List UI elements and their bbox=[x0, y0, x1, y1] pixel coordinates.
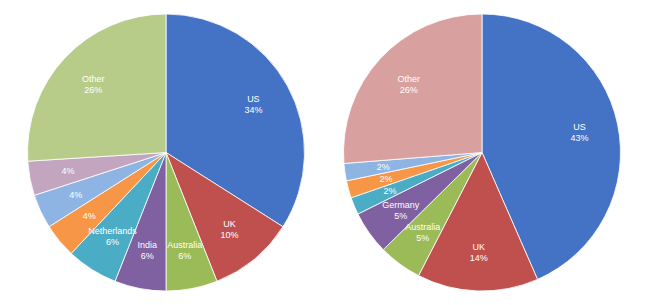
svg-text:4%: 4% bbox=[83, 211, 96, 221]
svg-text:2%: 2% bbox=[384, 186, 397, 196]
svg-text:Australia6%: Australia6% bbox=[167, 240, 202, 261]
svg-text:Netherlands6%: Netherlands6% bbox=[88, 226, 137, 247]
svg-text:2%: 2% bbox=[377, 162, 390, 172]
svg-text:Australia5%: Australia5% bbox=[405, 222, 440, 243]
svg-text:Other26%: Other26% bbox=[82, 74, 105, 95]
svg-text:4%: 4% bbox=[62, 166, 75, 176]
svg-text:Germany5%: Germany5% bbox=[382, 200, 420, 221]
svg-text:India6%: India6% bbox=[138, 240, 158, 261]
svg-text:4%: 4% bbox=[69, 190, 82, 200]
svg-text:US43%: US43% bbox=[571, 122, 589, 143]
svg-text:UK10%: UK10% bbox=[221, 219, 239, 240]
svg-text:Other26%: Other26% bbox=[397, 74, 420, 95]
svg-text:2%: 2% bbox=[379, 174, 392, 184]
svg-text:UK14%: UK14% bbox=[470, 242, 488, 263]
svg-text:US34%: US34% bbox=[244, 94, 262, 115]
